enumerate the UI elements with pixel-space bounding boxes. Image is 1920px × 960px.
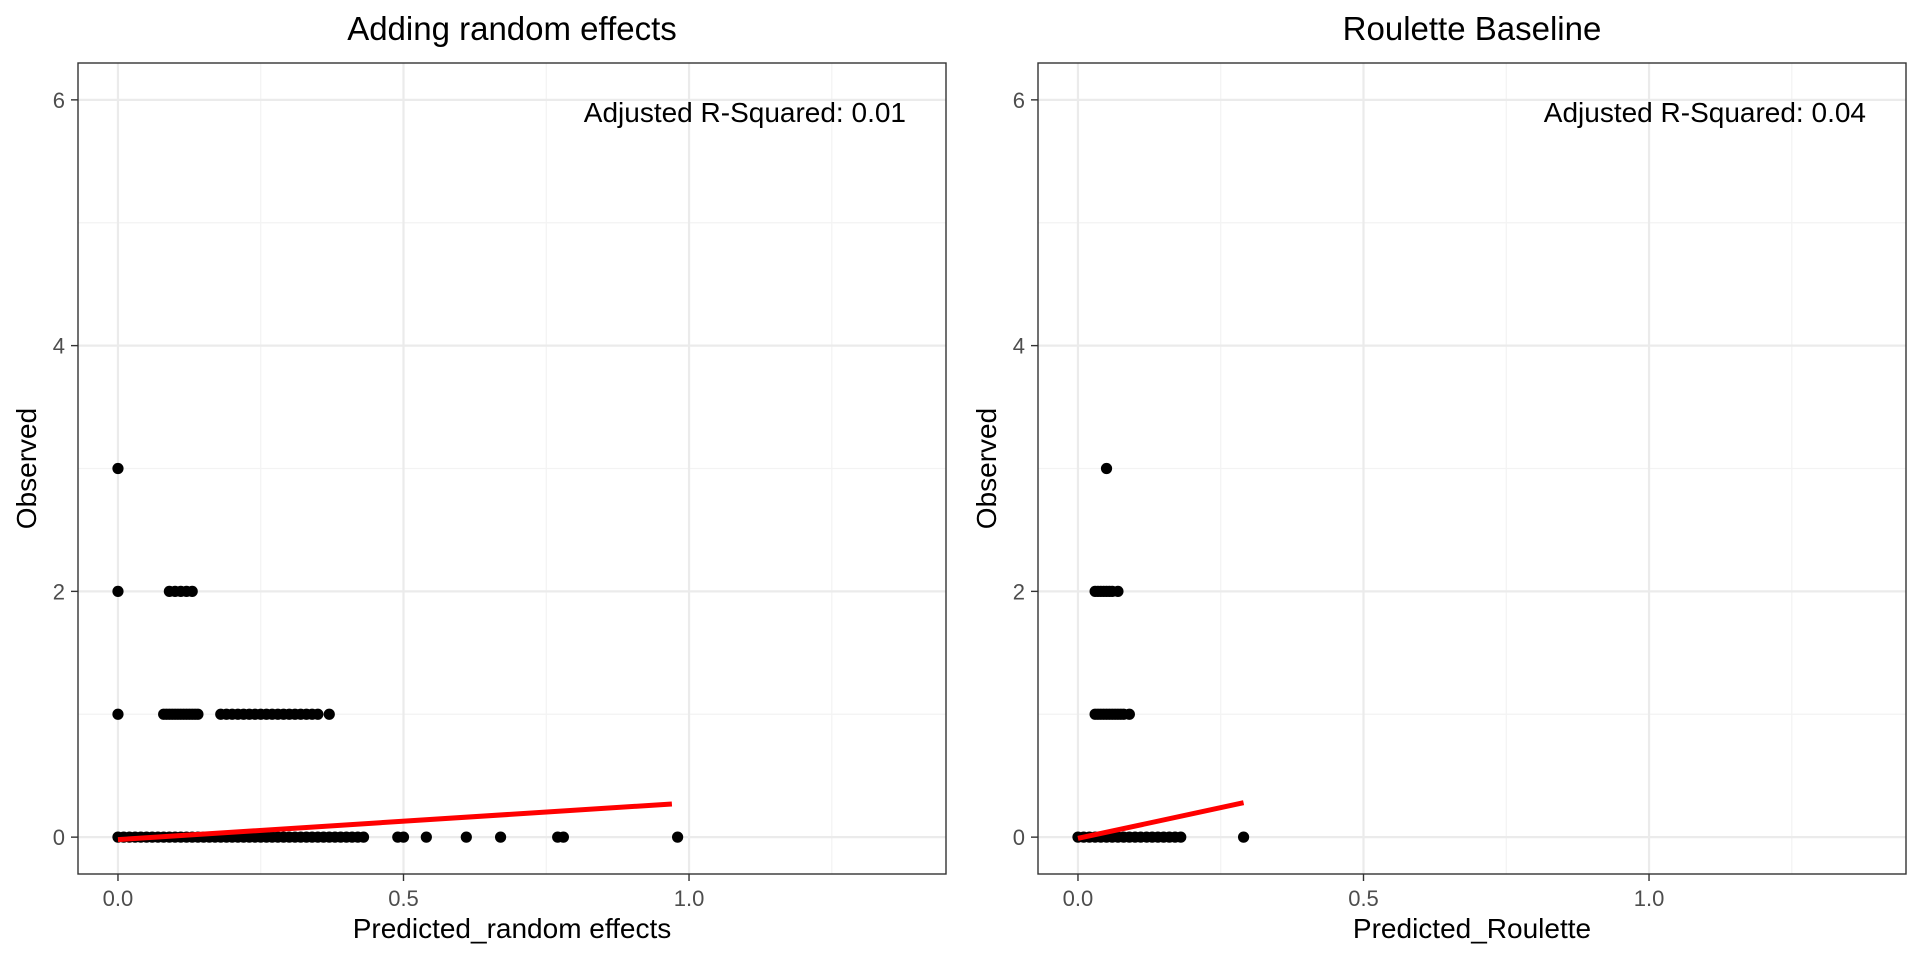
plot-frame bbox=[1037, 62, 1907, 875]
data-point bbox=[557, 831, 569, 843]
y-tick-label: 4 bbox=[53, 334, 65, 359]
y-axis-label: Observed bbox=[11, 408, 42, 529]
data-point bbox=[357, 831, 370, 843]
x-axis-label: Predicted_Roulette bbox=[1353, 913, 1591, 944]
data-point bbox=[1237, 831, 1250, 843]
data-point bbox=[1112, 585, 1124, 597]
data-point bbox=[186, 585, 198, 597]
regression-line bbox=[1077, 800, 1245, 841]
grid-lines bbox=[78, 63, 946, 874]
r-squared-annotation: Adjusted R-Squared: 0.04 bbox=[1544, 97, 1866, 128]
data-point bbox=[112, 708, 124, 720]
data-point bbox=[112, 585, 124, 597]
regression-line bbox=[117, 801, 673, 843]
data-point bbox=[494, 831, 507, 843]
x-tick-label: 0.0 bbox=[103, 886, 134, 911]
data-point bbox=[460, 831, 472, 843]
data-point bbox=[192, 708, 204, 720]
y-tick-label: 0 bbox=[53, 825, 65, 850]
data-point bbox=[323, 708, 335, 720]
chart-panel-1: 0.0 0.5 1.0 0 2 4 6 Adding random effects Predic… bbox=[11, 10, 947, 944]
data-points bbox=[1072, 462, 1250, 843]
data-point bbox=[420, 831, 432, 843]
grid-lines bbox=[1038, 63, 1906, 874]
y-tick-label: 0 bbox=[1013, 825, 1025, 850]
x-tick-label: 0.5 bbox=[1348, 886, 1379, 911]
r-squared-annotation: Adjusted R-Squared: 0.01 bbox=[584, 97, 906, 128]
y-tick-label: 2 bbox=[53, 579, 65, 604]
data-point bbox=[672, 831, 684, 843]
chart-title: Adding random effects bbox=[347, 10, 677, 47]
y-tick-label: 2 bbox=[1013, 579, 1025, 604]
x-axis-label: Predicted_random effects bbox=[353, 913, 672, 944]
data-point bbox=[397, 831, 410, 843]
y-tick-label: 6 bbox=[53, 88, 65, 113]
data-point bbox=[1100, 462, 1113, 475]
chart-panel-2: 0.0 0.5 1.0 0 2 4 6 Roulette Baseline Predicted_… bbox=[971, 10, 1907, 944]
y-tick-label: 6 bbox=[1013, 88, 1025, 113]
x-tick-label: 1.0 bbox=[1634, 886, 1665, 911]
data-point bbox=[1123, 708, 1135, 720]
plot-frame bbox=[77, 62, 947, 875]
data-points bbox=[112, 462, 684, 843]
chart-title: Roulette Baseline bbox=[1343, 10, 1602, 47]
data-point bbox=[1175, 831, 1187, 843]
y-axis-label: Observed bbox=[971, 408, 1002, 529]
y-tick-label: 4 bbox=[1013, 334, 1025, 359]
x-tick-label: 1.0 bbox=[674, 886, 705, 911]
x-tick-label: 0.0 bbox=[1063, 886, 1094, 911]
x-tick-label: 0.5 bbox=[388, 886, 419, 911]
data-point bbox=[312, 708, 324, 720]
data-point bbox=[112, 462, 124, 475]
